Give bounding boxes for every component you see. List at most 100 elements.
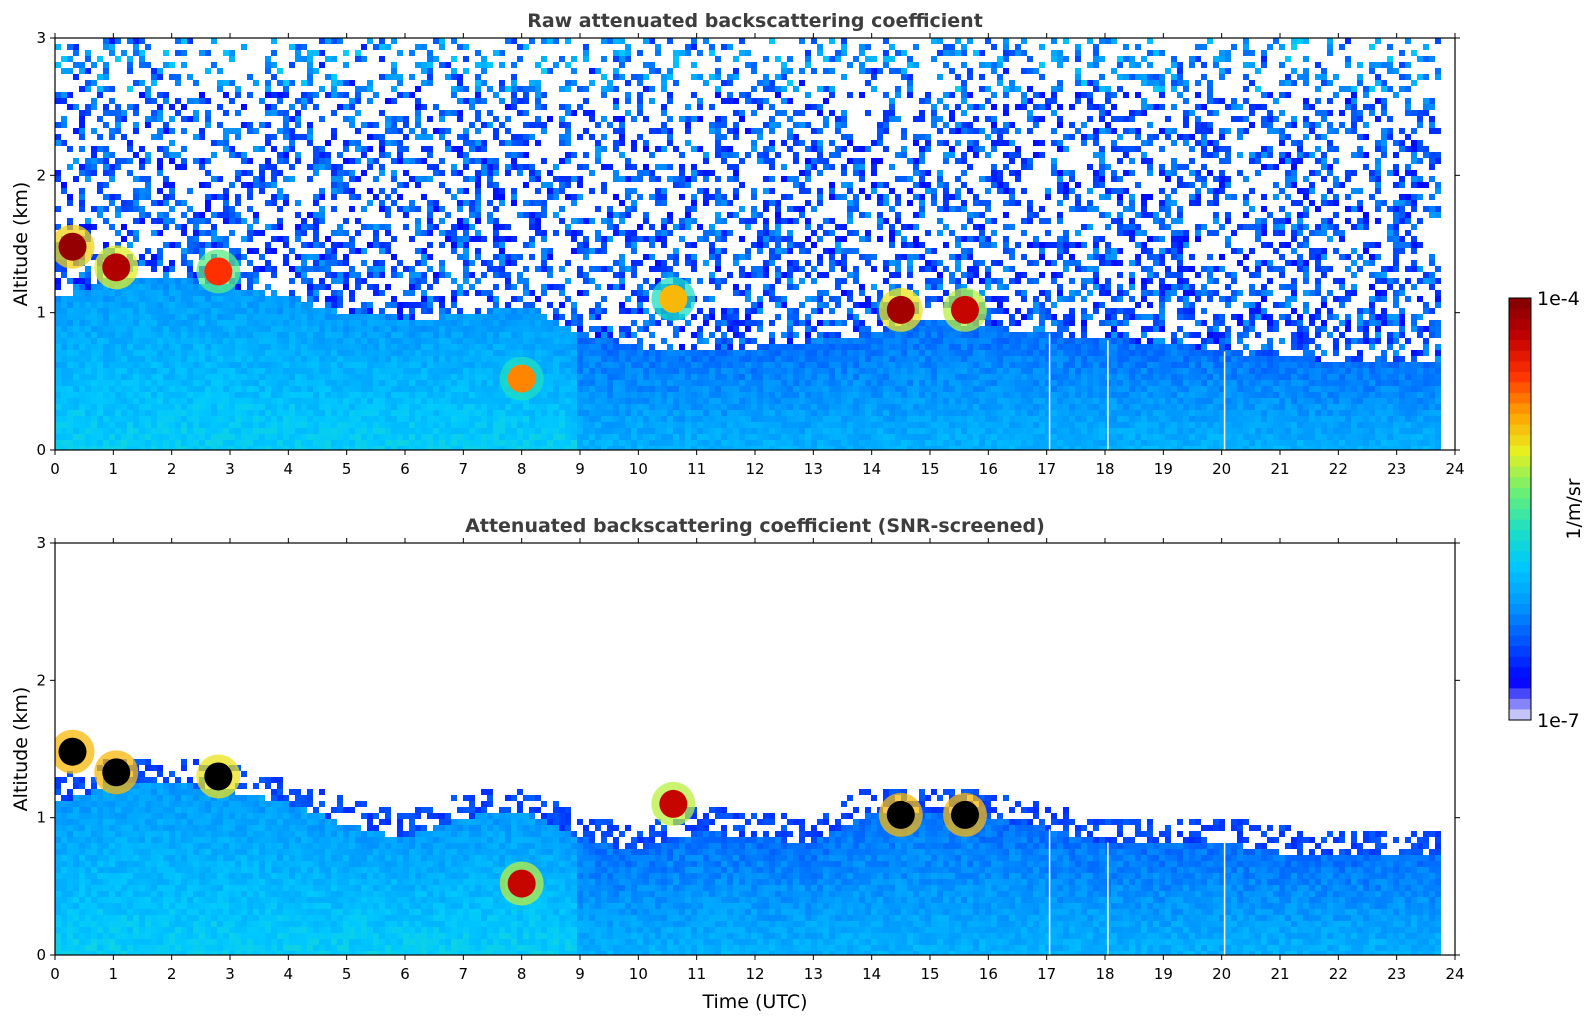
heatmap-cells: [769, 236, 775, 242]
heatmap-cells: [427, 80, 433, 86]
heatmap-cells: [259, 404, 265, 410]
heatmap-cells: [751, 440, 757, 446]
heatmap-cells: [733, 254, 739, 260]
heatmap-cells: [439, 116, 445, 122]
heatmap-cells: [697, 278, 703, 362]
heatmap-cells: [715, 260, 721, 290]
heatmap-cells: [229, 362, 235, 368]
heatmap-cells: [85, 350, 91, 356]
heatmap-cells: [307, 68, 313, 74]
heatmap-cells: [781, 446, 787, 450]
heatmap-cells: [271, 434, 277, 440]
heatmap-cells: [457, 380, 463, 386]
heatmap-cells: [283, 146, 289, 152]
heatmap-cells: [433, 446, 439, 450]
heatmap-cells: [265, 446, 271, 450]
heatmap-cells: [721, 314, 727, 320]
heatmap-cells: [547, 116, 553, 122]
heatmap-cells: [289, 104, 295, 110]
heatmap-cells: [109, 338, 115, 344]
heatmap-cells: [535, 188, 541, 194]
heatmap-cells: [409, 284, 415, 290]
heatmap-cells: [697, 74, 703, 104]
heatmap-cells: [523, 326, 529, 332]
heatmap-cells: [649, 224, 655, 230]
heatmap-cells: [421, 338, 427, 344]
heatmap-cells: [235, 404, 241, 410]
heatmap-cells: [805, 200, 811, 206]
heatmap-cells: [847, 446, 853, 450]
heatmap-cells: [631, 248, 637, 254]
heatmap-cells: [787, 332, 793, 338]
heatmap-cells: [637, 338, 643, 344]
heatmap-cells: [589, 416, 595, 422]
heatmap-cells: [373, 326, 379, 332]
heatmap-cells: [751, 212, 757, 218]
heatmap-cells: [739, 332, 745, 338]
heatmap-cells: [79, 422, 85, 428]
heatmap-cells: [583, 362, 589, 368]
heatmap-cells: [85, 176, 91, 182]
heatmap-cells: [403, 206, 409, 212]
heatmap-cells: [763, 86, 769, 92]
heatmap-cells: [229, 212, 235, 218]
heatmap-cells: [619, 302, 625, 308]
heatmap-cells: [577, 320, 583, 326]
heatmap-cells: [421, 248, 427, 254]
heatmap-cells: [223, 308, 229, 314]
heatmap-cells: [811, 158, 817, 164]
heatmap-cells: [85, 50, 91, 56]
heatmap-cells: [583, 392, 589, 450]
heatmap-cells: [667, 440, 673, 446]
heatmap-cells: [577, 266, 583, 272]
heatmap-cells: [457, 284, 463, 320]
heatmap-cells: [739, 440, 745, 446]
heatmap-cells: [361, 380, 367, 392]
heatmap-cells: [577, 248, 583, 254]
heatmap-cells: [847, 338, 853, 344]
heatmap-cells: [373, 176, 379, 182]
heatmap-cells: [289, 176, 295, 182]
heatmap-cells: [523, 338, 529, 344]
heatmap-cells: [667, 410, 673, 416]
heatmap-cells: [301, 326, 307, 332]
heatmap-cells: [175, 422, 181, 428]
heatmap-cells: [331, 128, 337, 134]
heatmap-cells: [415, 362, 421, 368]
heatmap-cells: [529, 218, 535, 224]
heatmap-cells: [781, 236, 787, 242]
heatmap-cells: [541, 122, 547, 128]
heatmap-cells: [319, 62, 325, 68]
heatmap-cells: [691, 356, 697, 362]
heatmap-cells: [487, 344, 493, 350]
heatmap-cells: [493, 158, 499, 164]
heatmap-cells: [373, 434, 379, 440]
heatmap-cells: [313, 368, 319, 374]
heatmap-cells: [253, 422, 259, 428]
heatmap-cells: [709, 368, 715, 374]
heatmap-cells: [169, 266, 175, 272]
heatmap-cells: [307, 326, 313, 332]
heatmap-cells: [799, 266, 805, 272]
heatmap-cells: [697, 188, 703, 194]
heatmap-cells: [181, 440, 187, 446]
heatmap-cells: [757, 410, 763, 422]
heatmap-cells: [343, 80, 349, 86]
heatmap-cells: [439, 272, 445, 278]
heatmap-cells: [505, 254, 511, 260]
heatmap-cells: [541, 440, 547, 446]
heatmap-cells: [259, 356, 265, 362]
heatmap-cells: [577, 404, 583, 410]
heatmap-cells: [547, 386, 553, 392]
heatmap-cells: [463, 428, 469, 434]
heatmap-cells: [757, 212, 763, 218]
heatmap-cells: [427, 176, 433, 182]
heatmap-cells: [787, 350, 793, 356]
heatmap-cells: [571, 248, 577, 254]
heatmap-cells: [565, 374, 571, 380]
heatmap-cells: [379, 260, 385, 266]
heatmap-cells: [187, 392, 193, 446]
heatmap-cells: [517, 422, 523, 428]
heatmap-cells: [505, 236, 511, 242]
heatmap-cells: [739, 398, 745, 404]
